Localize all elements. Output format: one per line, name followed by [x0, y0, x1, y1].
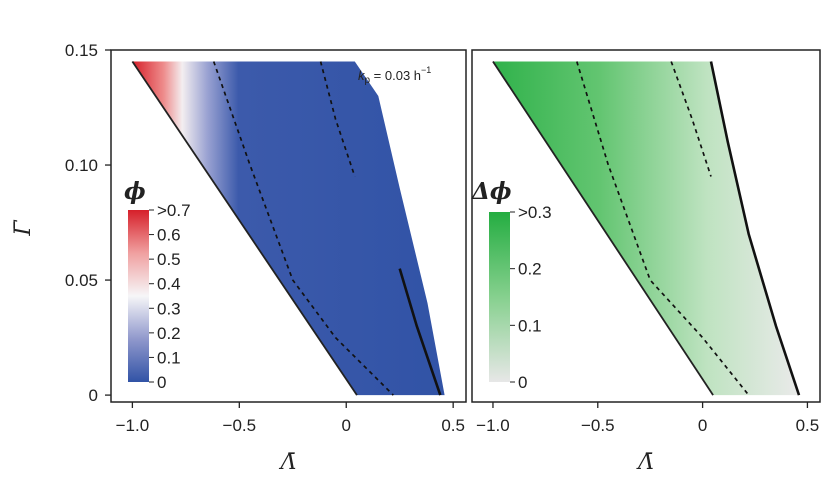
- phi-colorbar-label: 0.2: [157, 324, 181, 343]
- right-plot-area: [492, 61, 801, 396]
- dphi-colorbar-bar: [489, 212, 510, 382]
- annotation-k: k: [358, 68, 366, 83]
- dphi-colorbar-label: >0.3: [518, 203, 552, 222]
- right-xtick-label: −1.0: [476, 416, 510, 435]
- right-lower-boundary-line: [492, 61, 714, 396]
- right-xtick-label: −0.5: [581, 416, 615, 435]
- ytick-label: 0.10: [65, 156, 98, 175]
- right-solid-boundary: [709, 61, 801, 396]
- left-heatmap-region: [132, 61, 445, 396]
- left-panel: −1.0 −0.5 0 0.5 00.050.100.15 Γ̄ Λ̄ kp = 0.…: [11, 41, 467, 475]
- dphi-colorbar: >0.3 0.2 0.1 0 Δϕ: [471, 178, 552, 392]
- annotation-sup: −1: [421, 65, 431, 75]
- annotation-rest: = 0.03 h: [370, 68, 421, 83]
- right-xtick-label: 0.5: [796, 416, 820, 435]
- annotation-sub: p: [365, 75, 371, 86]
- phi-colorbar-label: 0.5: [157, 250, 181, 269]
- left-plot-frame: [110, 49, 467, 403]
- left-lower-boundary-line: [131, 61, 358, 396]
- phi-colorbar-title: ϕ: [124, 178, 146, 205]
- phi-colorbar: >0.7 0.6 0.5 0.4 0.3 0.2 0.1 0 ϕ: [124, 178, 191, 392]
- right-heatmap-region: [493, 61, 799, 396]
- ytick-label: 0.05: [65, 271, 98, 290]
- right-panel: −1.0 −0.5 0 0.5 Λ̄ >0.3 0.2 0.1 0 Δϕ: [471, 49, 821, 475]
- left-xtick-label: −0.5: [223, 416, 257, 435]
- y-axis-title: Γ̄: [11, 220, 36, 237]
- left-xtick-label: 0.5: [441, 416, 465, 435]
- rate-annotation: kp = 0.03 h−1: [358, 65, 431, 86]
- left-xtick-label: −1.0: [116, 416, 150, 435]
- right-x-axis-title: Λ̄: [636, 450, 654, 475]
- y-axis: 0 0.05 0.10 0.15: [65, 41, 111, 405]
- right-plot-frame: [471, 49, 821, 403]
- dphi-colorbar-ticks: >0.3 0.2 0.1 0: [510, 203, 552, 392]
- dphi-colorbar-label: 0.1: [518, 316, 542, 335]
- dphi-colorbar-label: 0: [518, 373, 527, 392]
- dphi-colorbar-label: 0.2: [518, 260, 542, 279]
- right-dashed-contour-0: [575, 61, 750, 396]
- left-dashed-contour-1: [319, 61, 356, 177]
- ytick-label: 0.15: [65, 41, 98, 60]
- phi-colorbar-label: 0.3: [157, 299, 181, 318]
- phi-colorbar-label: 0.6: [157, 226, 181, 245]
- phi-colorbar-label: >0.7: [157, 201, 191, 220]
- left-plot-area: [131, 61, 445, 396]
- left-x-axis-title: Λ̄: [279, 450, 297, 475]
- left-x-axis: −1.0 −0.5 0 0.5: [116, 402, 465, 435]
- right-xtick-label: 0: [698, 416, 707, 435]
- phi-colorbar-ticks: >0.7 0.6 0.5 0.4 0.3 0.2 0.1 0: [149, 201, 191, 392]
- phi-colorbar-label: 0: [157, 373, 166, 392]
- left-solid-boundary: [398, 268, 442, 396]
- left-xtick-label: 0: [342, 416, 351, 435]
- left-dashed-contour-0: [212, 61, 394, 396]
- phi-colorbar-label: 0.1: [157, 348, 181, 367]
- phi-colorbar-label: 0.4: [157, 275, 181, 294]
- phi-colorbar-bar: [128, 210, 149, 382]
- dphi-colorbar-title: Δϕ: [471, 178, 512, 205]
- ytick-label: 0: [89, 386, 98, 405]
- right-x-axis: −1.0 −0.5 0 0.5: [476, 402, 819, 435]
